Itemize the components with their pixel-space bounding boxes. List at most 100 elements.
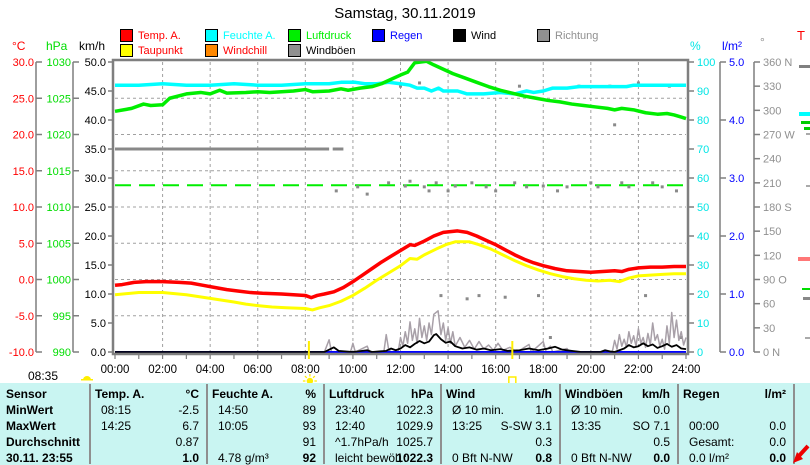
series-taupunkt (114, 240, 686, 312)
column-unit: hPa (410, 387, 433, 401)
edge-mark (805, 337, 810, 339)
cell-value: 89 (302, 403, 316, 417)
cell-value: 1022.3 (396, 451, 433, 465)
cell-value: 0.87 (175, 435, 199, 449)
legend-swatch (288, 29, 301, 42)
tick-label-percent: 40 (697, 231, 709, 243)
edge-mark (801, 121, 810, 124)
tick-label-hpa: 995 (53, 311, 71, 323)
cell-value: 1.0 (535, 403, 552, 417)
tick-label-percent: 10 (697, 318, 709, 330)
series-richtung-dot (613, 123, 617, 127)
series-feuchte-a- (115, 80, 686, 96)
cell-time-or-note: 13:35 (571, 419, 602, 433)
table-row: 23:40 1022.3 (323, 403, 440, 417)
axis-header-hpa: hPa (46, 39, 68, 53)
tick-label-degrees: 360 N (763, 57, 792, 69)
table-row: leicht bewöl↓: 1022.3 (323, 451, 440, 465)
sunrise-sun-icon (306, 377, 314, 383)
cell-time-or-note: ^1.7hPa/h (335, 435, 389, 449)
table-row: Ø 10 min. 1.0 (440, 403, 559, 417)
table-header-row: Regen l/m² (677, 387, 793, 401)
table-row: Durchschnitt (0, 435, 89, 449)
table-column-sensor: Sensor MinWert MaxWert Durchschnitt 30.11. 2… (0, 383, 89, 465)
table-row (677, 403, 793, 417)
x-tick-label: 22:00 (624, 364, 653, 376)
clipped-next-panel-label: T (797, 28, 805, 43)
series-richtung-dot (418, 81, 422, 85)
tick-label-celsius: 5.0 (19, 238, 34, 250)
table-header-row: Luftdruck hPa (323, 387, 440, 401)
cell-value: 1029.9 (396, 419, 433, 433)
table-row: Ø 10 min. 0.0 (559, 403, 677, 417)
series-richtung-dot (556, 189, 560, 193)
series-richtung-dot (525, 185, 529, 189)
tick-label-degrees: 240 (763, 154, 781, 166)
series-richtung-dot (470, 181, 474, 185)
x-tick-label: 18:00 (529, 364, 558, 376)
cell-time-or-note: Gesamt: (689, 435, 735, 449)
series-richtung-dot (541, 184, 545, 188)
cell-time-or-note: 08:15 (101, 403, 132, 417)
x-tick-label: 04:00 (196, 364, 225, 376)
column-separator (89, 384, 91, 464)
cell-time-or-note: 0 Bft N-NW (452, 451, 513, 465)
axis-header-kmh: km/h (79, 39, 105, 53)
cell-value: 0.0 (769, 451, 786, 465)
x-tick-label: 24:00 (672, 364, 701, 376)
tick-label-degrees: 300 (763, 105, 781, 117)
sunrise-sun-ray (304, 375, 308, 379)
tick-label-hpa: 1000 (47, 275, 71, 287)
tick-label-kmh: 5.0 (91, 318, 106, 330)
tick-label-celsius: 30.0 (13, 57, 34, 69)
legend-swatch (537, 29, 550, 42)
cell-value: 0.5 (653, 435, 670, 449)
cell-value: 0.3 (535, 435, 552, 449)
tick-label-kmh: 40.0 (85, 115, 106, 127)
tick-label-percent: 100 (697, 57, 715, 69)
tick-label-hpa: 1010 (47, 202, 71, 214)
tick-label-lm2: 4.0 (729, 115, 744, 127)
x-tick-label: 12:00 (386, 364, 415, 376)
table-row: 14:25 6.7 (89, 419, 206, 433)
column-header: Temp. A. (95, 387, 145, 401)
series-richtung-dot (403, 184, 407, 188)
column-unit: l/m² (764, 387, 786, 401)
legend-label: Windböen (306, 44, 356, 57)
table-header-row: Wind km/h (440, 387, 559, 401)
series-richtung-dot (517, 84, 521, 88)
column-header: Windböen (565, 387, 623, 401)
tick-label-percent: 70 (697, 144, 709, 156)
series-richtung-dot (484, 185, 488, 189)
x-tick-label: 10:00 (339, 364, 368, 376)
tick-label-hpa: 1020 (47, 130, 71, 142)
tick-label-kmh: 45.0 (85, 86, 106, 98)
weather-chart-plot[interactable]: °C hPa km/h 30.0 25.0 20.0 15.0 10.0 5.0 0.0 -5.0 -… (0, 0, 810, 383)
cell-time-or-note: 14:50 (218, 403, 249, 417)
tick-label-percent: 80 (697, 115, 709, 127)
cell-time-or-note: Ø 10 min. (452, 403, 505, 417)
column-header: Feuchte A. (212, 387, 273, 401)
tick-label-degrees: 150 (763, 226, 781, 238)
edge-mark (798, 257, 810, 261)
cell-value: -2.5 (178, 403, 199, 417)
table-row: 0.0 l/m² 0.0 (677, 451, 793, 465)
cell-value: S-SW 3.1 (500, 419, 552, 433)
table-row: MaxWert (0, 419, 89, 433)
legend-label: Taupunkt (138, 44, 183, 57)
table-row: 0.5 (559, 435, 677, 449)
column-unit: °C (185, 387, 199, 401)
legend-label: Temp. A. (138, 29, 181, 42)
red-cursor-arrow-icon (793, 444, 810, 463)
table-row: 30.11. 23:55 (0, 451, 89, 465)
column-header: Luftdruck (329, 387, 385, 401)
table-row: 13:25 S-SW 3.1 (440, 419, 559, 433)
tick-label-degrees: 120 (763, 250, 781, 262)
series-luftdruck (114, 59, 687, 121)
tick-label-hpa: 1005 (47, 238, 71, 250)
cell-time-or-note: leicht bewöl↓: (335, 451, 408, 465)
table-column-regen: Regen l/m² 00:00 0.0 Gesamt: 0.0 0.0 l/m² 0.0 (677, 383, 793, 465)
tick-label-kmh: 35.0 (85, 144, 106, 156)
series-richtung-dot (399, 84, 402, 88)
